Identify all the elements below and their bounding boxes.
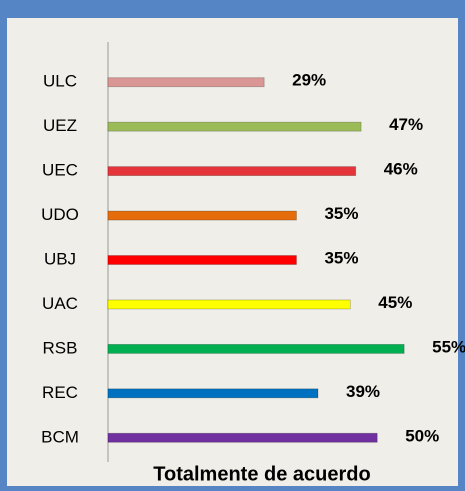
- category-label: BCM: [41, 427, 79, 446]
- value-label: 45%: [378, 293, 412, 312]
- category-label: RSB: [43, 338, 78, 357]
- bar: [107, 166, 357, 177]
- value-label: 35%: [324, 248, 358, 267]
- category-label: UAC: [42, 294, 78, 313]
- chart-title: Totalmente de acuerdo: [153, 463, 370, 485]
- value-label: 46%: [384, 160, 418, 179]
- value-label: 39%: [346, 382, 380, 401]
- bar: [107, 432, 378, 443]
- category-label: ULC: [43, 72, 77, 91]
- bar: [107, 388, 319, 399]
- bar: [107, 343, 405, 354]
- category-label: UEZ: [43, 116, 77, 135]
- value-label: 29%: [292, 71, 326, 90]
- bar: [107, 210, 297, 221]
- category-label: REC: [42, 383, 78, 402]
- bar: [107, 255, 297, 265]
- value-label: 47%: [389, 115, 423, 134]
- value-label: 55%: [432, 337, 465, 356]
- value-label: 35%: [324, 204, 358, 223]
- category-label: UEC: [42, 161, 78, 180]
- category-label: UDO: [41, 205, 79, 224]
- plot-area: [7, 18, 458, 486]
- bar: [107, 77, 265, 88]
- category-label: UBJ: [44, 249, 76, 268]
- bar: [107, 121, 362, 132]
- value-label: 50%: [405, 426, 439, 445]
- bar: [107, 299, 351, 310]
